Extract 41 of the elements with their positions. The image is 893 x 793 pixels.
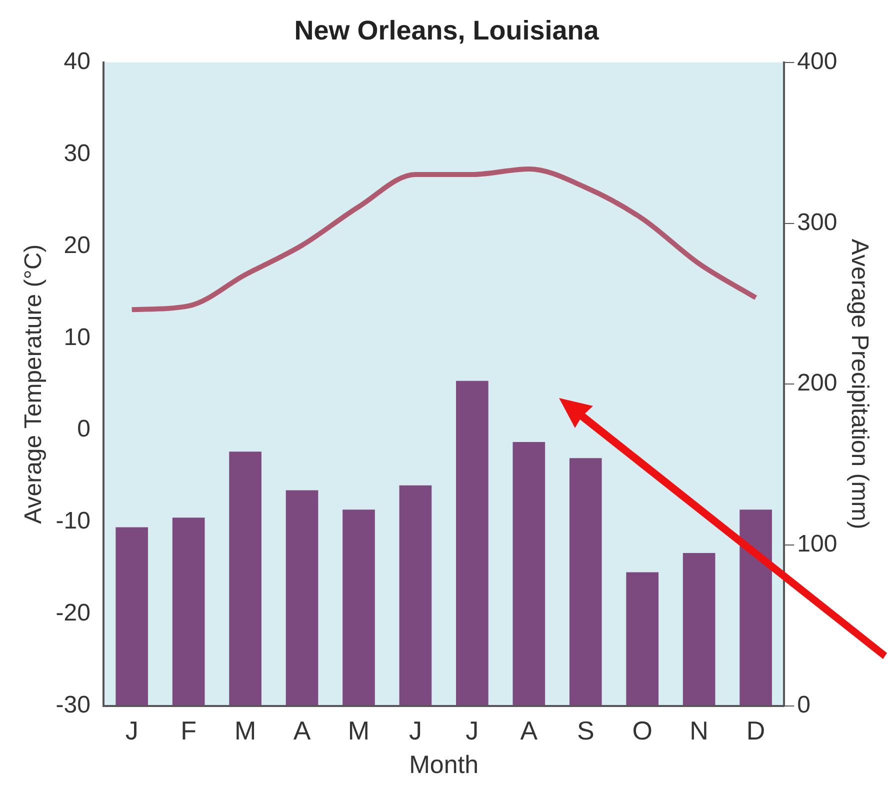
y-axis-title: Average Temperature (°C) <box>20 244 48 524</box>
x-tick-label: O <box>632 716 652 746</box>
bar <box>456 380 488 706</box>
y2-tick-label: 300 <box>797 208 838 236</box>
y-tick-label: -20 <box>56 600 90 627</box>
x-tick-label: A <box>293 716 312 746</box>
bar <box>740 510 772 706</box>
y-tick-label: -30 <box>56 691 90 718</box>
x-tick-label: J <box>466 716 479 746</box>
y-tick-label: 10 <box>64 324 90 351</box>
bar <box>626 572 659 706</box>
bar <box>116 527 148 706</box>
x-tick-label: N <box>690 716 708 746</box>
chart-title: New Orleans, Louisiana <box>294 16 600 46</box>
x-tick-label: M <box>234 716 256 746</box>
bar <box>399 485 432 706</box>
y2-axis-title: Average Precipitation (mm) <box>846 238 873 530</box>
x-tick-label: D <box>746 716 766 746</box>
bar <box>682 552 716 706</box>
bar <box>229 452 262 706</box>
x-tick-label: A <box>520 716 538 746</box>
x-tick-label: J <box>408 716 422 746</box>
y2-tick-label: 200 <box>797 370 838 397</box>
bar <box>286 490 318 706</box>
y2-tick-label: 400 <box>797 48 838 76</box>
x-axis-title: Month <box>409 750 479 779</box>
bar <box>342 510 375 706</box>
y-tick-label: 20 <box>64 232 90 259</box>
x-tick-label: F <box>180 716 197 746</box>
y-tick-label: -10 <box>56 508 90 535</box>
x-tick-label: M <box>348 716 370 746</box>
bar <box>172 518 205 706</box>
y2-tick-label: 100 <box>797 530 838 558</box>
y2-tick-label: 0 <box>797 691 811 718</box>
bar <box>569 458 602 706</box>
x-tick-label: S <box>576 716 594 746</box>
y-tick-label: 0 <box>77 416 90 443</box>
y-tick-label: 40 <box>64 48 90 76</box>
y-tick-label: 30 <box>64 140 90 167</box>
x-tick-label: J <box>125 716 138 746</box>
bar <box>512 442 546 706</box>
